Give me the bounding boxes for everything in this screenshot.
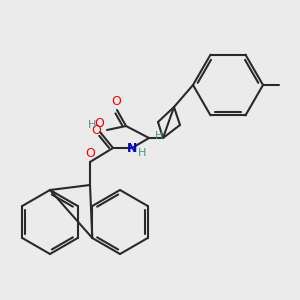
Text: H: H [138, 148, 146, 158]
Text: N: N [127, 142, 137, 154]
Text: O: O [94, 117, 104, 130]
Text: O: O [91, 124, 101, 136]
Text: H: H [155, 131, 163, 141]
Text: H: H [88, 120, 96, 130]
Text: O: O [85, 147, 95, 160]
Text: O: O [111, 95, 121, 108]
